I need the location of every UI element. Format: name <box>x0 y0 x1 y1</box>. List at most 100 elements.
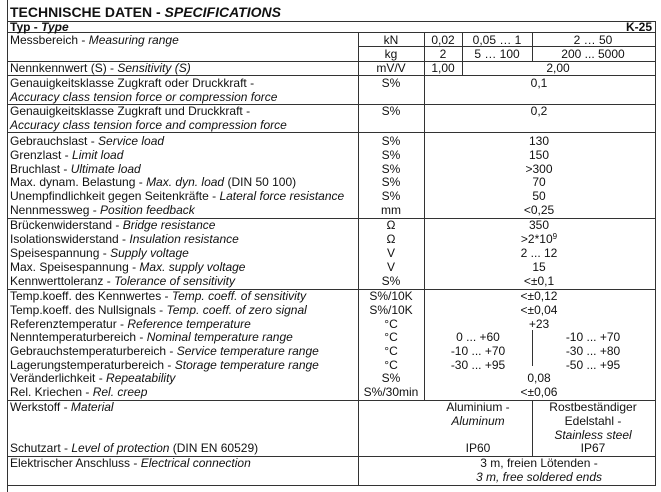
table-rule <box>358 32 359 485</box>
load-label-part: Bruchlast - <box>10 162 71 176</box>
electrical-label: Isolationswiderstand - Insulation resist… <box>10 232 239 246</box>
temperature-value: 0,08 <box>527 371 550 385</box>
temperature-unit-part: °C <box>384 344 398 358</box>
temperature-label-part: Temp.koeff. des Kennwertes - <box>10 289 172 303</box>
table-rule <box>532 32 533 61</box>
temperature-unit: °C <box>384 330 397 344</box>
temperature-label: Temp.koeff. des Kennwertes - Temp. coeff… <box>10 289 306 303</box>
load-label-part: Limit load <box>72 148 124 162</box>
load-label: Bruchlast - Ultimate load <box>10 162 141 176</box>
connection-value-en-part: 3 m, free soldered ends <box>475 470 603 484</box>
table-rule <box>7 132 656 133</box>
page-title: TECHNISCHE DATEN - SPECIFICATIONS <box>10 5 281 19</box>
electrical-value-part: <±0,1 <box>523 274 555 288</box>
load-label: Nennmessweg - Position feedback <box>10 203 195 217</box>
connection-label-part: Electrical connection <box>140 456 251 470</box>
accuracy-value: 0,1 <box>531 76 548 90</box>
accuracy-unit: S% <box>382 104 401 118</box>
temperature-value: 0 ... +60 <box>456 330 500 344</box>
electrical-unit: Ω <box>387 232 396 246</box>
temperature-label-part: Rel. creep <box>92 385 148 399</box>
accuracy-unit: S% <box>382 76 401 90</box>
material-steel-en: Stainless steel <box>554 428 631 442</box>
temperature-value-part: -30 ... +95 <box>450 358 506 372</box>
load-label: Grenzlast - Limit load <box>10 148 123 162</box>
temperature-label-part: Rel. Kriechen - <box>10 385 93 399</box>
temperature-label: Gebrauchstemperaturbereich - Service tem… <box>10 344 319 358</box>
electrical-unit-part: V <box>386 260 396 274</box>
material-steel-part: Rostbeständiger <box>549 400 637 414</box>
material-aluminium-part: Aluminium - <box>446 400 510 414</box>
model-name-part: K-25 <box>625 20 652 34</box>
load-unit-part: S% <box>381 148 401 162</box>
protection-value: IP67 <box>581 441 606 455</box>
range-kg-value: 5 … 100 <box>474 47 519 61</box>
accuracy-unit-part: S% <box>381 76 401 90</box>
electrical-unit: V <box>387 246 395 260</box>
electrical-value-part: 9 <box>552 232 558 241</box>
protection-label-part: (DIN EN 60529) <box>169 441 259 455</box>
accuracy-label: Genauigkeitsklasse Zugkraft oder Druckkr… <box>10 76 254 90</box>
material-aluminium-en-part: Aluminum <box>451 414 505 428</box>
table-rule <box>7 104 656 105</box>
accuracy-label-en-part: Accuracy class tension force and compres… <box>10 118 287 132</box>
temperature-value: -50 ... +95 <box>566 358 620 372</box>
electrical-value: 15 <box>532 260 545 274</box>
load-label-part: Ultimate load <box>70 162 141 176</box>
temperature-label-part: Nominal temperature range <box>146 330 293 344</box>
load-label-part: Service load <box>98 134 165 148</box>
page-title-part: TECHNISCHE DATEN - <box>10 4 165 20</box>
load-unit-part: mm <box>381 203 401 217</box>
left-border <box>7 0 8 492</box>
range-kn-value-part: 0,05 … 1 <box>472 33 522 47</box>
electrical-label-part: Speisespannung - <box>10 246 111 260</box>
accuracy-label-en: Accuracy class tension force and compres… <box>10 118 287 132</box>
temperature-value-part: -30 ... +80 <box>565 344 621 358</box>
measuring-range-label-part: Measuring range <box>88 33 179 47</box>
temperature-label-part: Temp.koeff. des Nullsignals - <box>10 303 167 317</box>
model-name: K-25 <box>626 20 652 34</box>
sensitivity-unit-part: mV/V <box>376 61 406 75</box>
load-label-part: (DIN 50 100) <box>224 175 297 189</box>
temperature-unit-part: S% <box>381 371 401 385</box>
range-kg-value-part: 2 <box>439 47 447 61</box>
temperature-label: Lagerungstemperaturbereich - Storage tem… <box>10 358 319 372</box>
sensitivity-label: Nennkennwert (S) - Sensitivity (S) <box>10 61 191 75</box>
range-kn-value: 0,05 … 1 <box>473 33 522 47</box>
temperature-label: Referenztemperatur - Reference temperatu… <box>10 317 251 331</box>
material-label-part: Werkstoff - <box>10 400 71 414</box>
load-value-part: <0,25 <box>523 203 555 217</box>
table-rule <box>7 456 656 457</box>
electrical-value-part: 2 ... 12 <box>520 246 558 260</box>
connection-value: 3 m, freien Lötenden - <box>480 456 597 470</box>
temperature-value: -30 ... +95 <box>451 358 505 372</box>
temperature-unit: S%/30min <box>364 385 419 399</box>
range-kn-value: 2 … 50 <box>574 33 613 47</box>
temperature-unit: °C <box>384 317 397 331</box>
electrical-label: Speisespannung - Supply voltage <box>10 246 189 260</box>
table-rule <box>532 400 533 456</box>
table-rule <box>7 400 656 401</box>
load-unit-part: S% <box>381 189 401 203</box>
material-steel-part: Edelstahl - <box>564 414 622 428</box>
temperature-value: -30 ... +80 <box>566 344 620 358</box>
range-kg-value: 200 ... 5000 <box>561 47 624 61</box>
load-value: 70 <box>532 175 545 189</box>
type-label-part: Type <box>41 20 69 34</box>
accuracy-label-en: Accuracy class tension force or compress… <box>10 90 277 104</box>
electrical-value: >2*109 <box>521 232 557 246</box>
range-kg-value: 2 <box>440 47 447 61</box>
electrical-label-part: Isolationswiderstand - <box>10 232 130 246</box>
table-rule <box>7 75 656 76</box>
electrical-label-part: Max. Speisespannung - <box>10 260 140 274</box>
temperature-value: <±0,04 <box>521 303 558 317</box>
load-value-part: 130 <box>528 134 550 148</box>
material-aluminium-en: Aluminum <box>451 414 504 428</box>
temperature-unit-part: °C <box>384 358 398 372</box>
load-label-part: Lateral force resistance <box>219 189 345 203</box>
table-rule <box>462 32 463 75</box>
load-unit: S% <box>382 162 401 176</box>
connection-value-part: 3 m, freien Lötenden - <box>480 456 598 470</box>
temperature-value: -10 ... +70 <box>566 330 620 344</box>
